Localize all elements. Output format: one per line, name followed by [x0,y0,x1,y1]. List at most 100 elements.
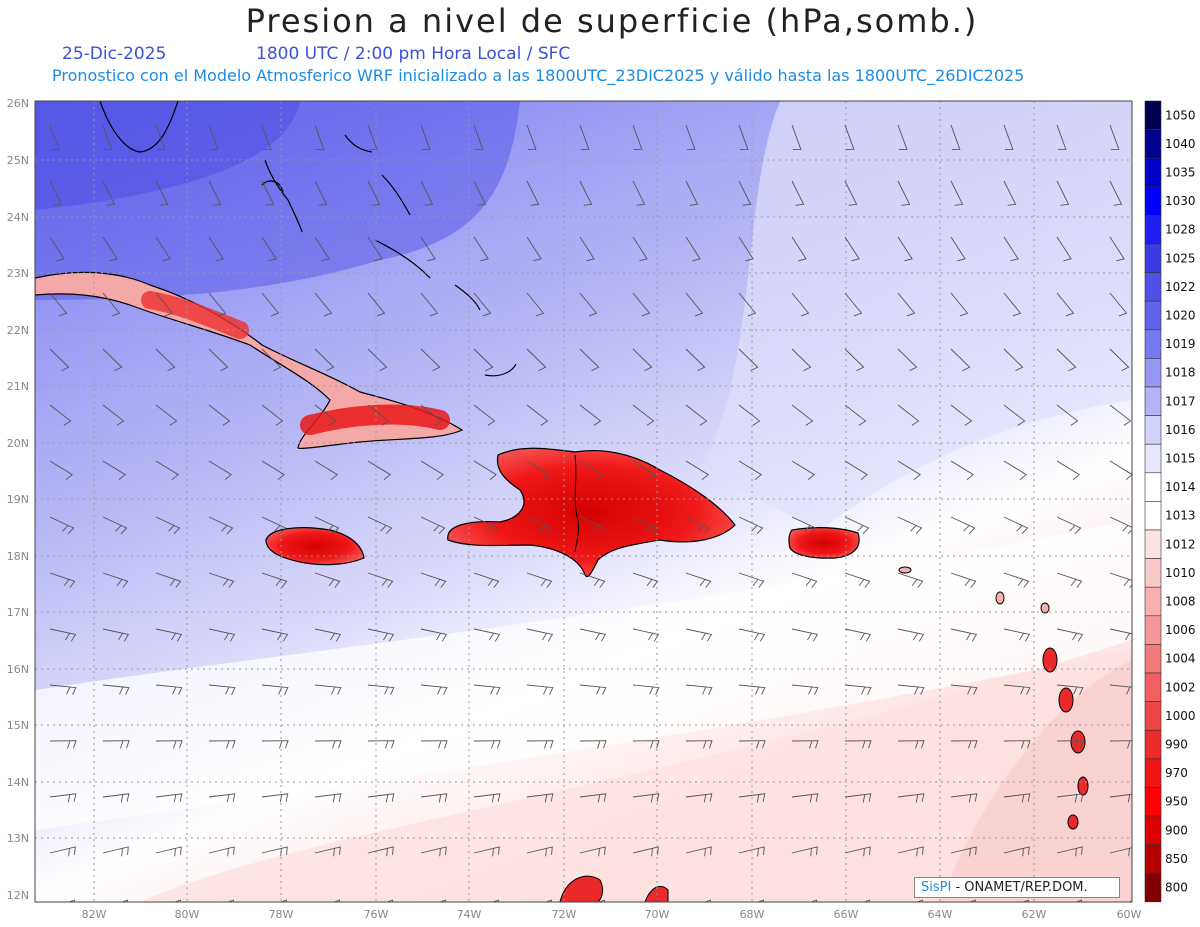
wind-barb [102,628,130,642]
lon-label: 70W [645,908,670,921]
wind-barb [632,124,643,151]
wind-barb [261,846,288,857]
wind-barb [950,516,976,535]
wind-barb [526,292,545,317]
wind-barb [420,404,443,426]
lon-label: 78W [269,908,294,921]
wind-barb [314,236,330,262]
color-legend: 1050 1040 1035 1030 1028 1025 1022 1020 1019 1018… [1144,100,1196,903]
wind-barb [314,793,342,803]
wind-barb [526,124,537,151]
legend-swatch [1144,644,1162,674]
lon-label: 60W [1117,908,1142,921]
wind-barb [420,124,431,151]
wind-barb [367,460,391,481]
wind-barb [208,292,227,317]
wind-barb [155,572,182,588]
wind-barb [844,684,872,696]
wind-barb [49,684,77,696]
wind-barb [844,628,872,642]
wind-barb [1109,628,1132,642]
wind-barb [226,899,234,902]
credit-text: - ONAMET/REP.DOM. [951,880,1088,895]
wind-barb [1056,180,1070,206]
wind-barb [685,236,701,262]
wind-barb [314,404,337,426]
wind-barb [102,236,118,262]
wind-barb [314,572,341,588]
wind-barb [526,793,554,803]
legend-label: 1025 [1165,251,1196,265]
wind-barb [579,124,590,151]
wind-barb [632,684,660,696]
legend-label: 970 [1165,766,1188,780]
wind-barb [791,684,819,696]
legend-swatch [1144,215,1162,245]
credit-brand: SisPI [921,880,952,895]
legend-swatch [1144,615,1162,645]
wind-barb [314,846,341,857]
wind-barb [367,628,395,642]
wind-barb [1109,236,1125,262]
wind-barb [1003,404,1026,426]
legend-label: 1010 [1165,566,1196,580]
wind-barb [208,404,231,426]
wind-barb [473,460,497,481]
wind-barb [897,684,925,696]
legend-label: 1030 [1165,194,1196,208]
wind-barb [173,899,181,902]
wind-barb [579,180,593,206]
wind-barb [526,572,553,588]
wind-barb [897,348,918,372]
legend-label: 1012 [1165,537,1196,551]
wind-barb [420,572,447,588]
legend-label: 1000 [1165,709,1196,723]
lon-label: 72W [552,908,577,921]
wind-barb [685,572,712,588]
legend-swatch [1144,815,1162,845]
wind-barb [261,236,277,262]
wind-barb [791,236,807,262]
wind-barb [49,793,77,803]
legend-label: 850 [1165,852,1188,866]
legend-swatch [1144,300,1162,331]
legend-swatch [1144,157,1162,188]
wind-barb [685,460,709,481]
wind-barb [526,348,547,372]
wind-barb [367,180,381,206]
hispaniola [447,447,736,578]
lat-label: 12N [7,889,29,902]
wind-barb [950,124,961,151]
wind-barb [526,516,552,535]
wind-barb [897,793,925,803]
wind-barb [473,628,501,642]
legend-label: 800 [1165,881,1188,895]
wind-barb [632,572,659,588]
wind-barb [102,793,130,803]
wind-barb [791,460,815,481]
wind-barb [844,846,871,857]
wind-barb [738,292,757,317]
legend-label: 1022 [1165,280,1196,294]
wind-barb [261,180,275,206]
wind-barb [473,348,494,372]
wind-barb [208,460,232,481]
wind-barb [632,292,651,317]
wind-barb [314,180,328,206]
wind-barb [261,404,284,426]
jamaica [265,527,365,566]
wind-barb [473,684,501,696]
wind-barb [791,516,817,535]
wind-barb [420,180,434,206]
wind-barb [791,846,818,857]
wind-barb [897,846,924,857]
lat-label: 16N [7,663,29,676]
wind-barb [1003,180,1017,206]
wind-barb [685,348,706,372]
wind-barb [632,404,655,426]
wind-barb [844,740,872,749]
wind-barb [420,516,446,535]
wind-barb [1109,740,1132,749]
wind-barb [473,793,501,803]
